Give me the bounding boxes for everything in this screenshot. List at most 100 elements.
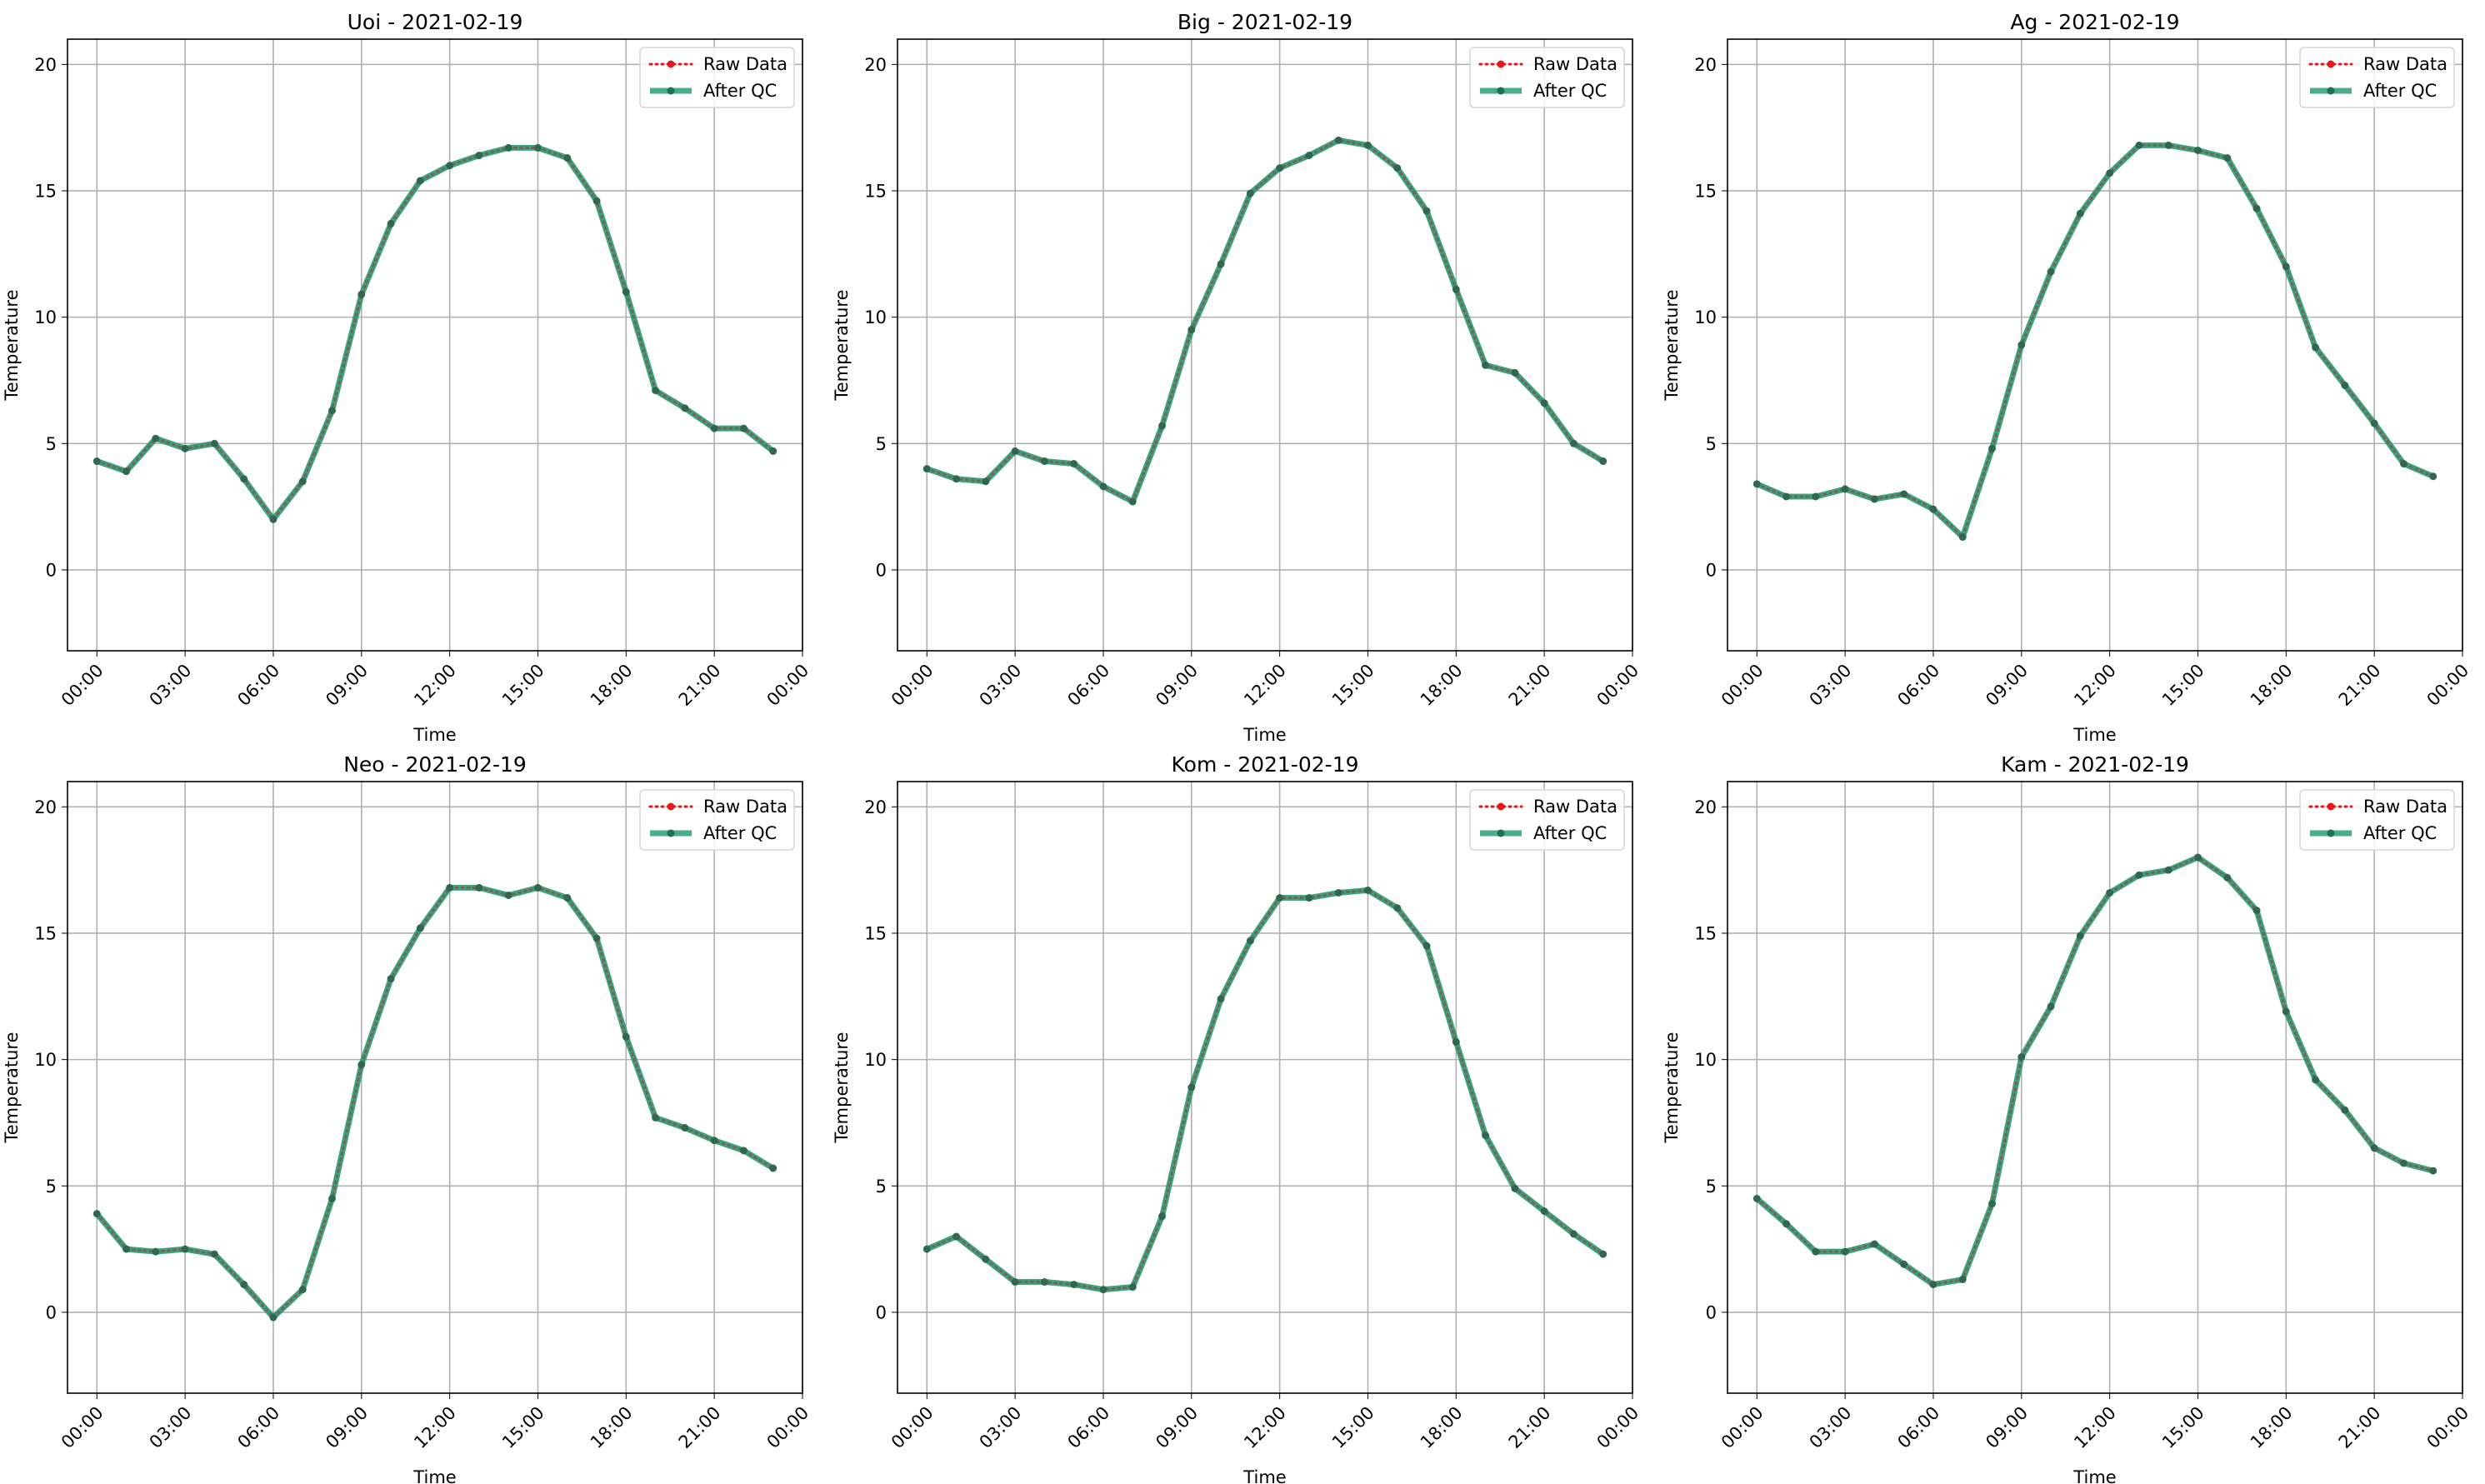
x-tick-label: 00:00	[1718, 1402, 1768, 1452]
after-qc-point	[1599, 457, 1608, 466]
legend-marker-after-qc	[667, 829, 675, 837]
after-qc-point	[1958, 1276, 1967, 1284]
x-tick-label: 12:00	[410, 1402, 460, 1452]
after-qc-point	[2282, 1007, 2290, 1016]
series-line-after-qc-overlay	[96, 145, 775, 522]
x-tick-label: 00:00	[888, 1402, 938, 1452]
after-qc-point	[1040, 1278, 1048, 1287]
after-qc-point	[710, 424, 718, 432]
x-tick-label: 21:00	[675, 660, 725, 710]
after-qc-point	[1128, 497, 1137, 506]
x-tick-label: 12:00	[410, 660, 460, 710]
after-qc-point	[2076, 209, 2084, 217]
y-tick-label: 10	[864, 307, 887, 327]
x-axis-label: Time	[412, 725, 456, 745]
subplot-title: Kam - 2021-02-19	[2001, 752, 2189, 777]
after-qc-point	[1870, 495, 1878, 503]
after-qc-point	[1958, 533, 1967, 542]
x-tick-label: 21:00	[2335, 1402, 2385, 1452]
after-qc-point	[681, 404, 689, 412]
after-qc-point	[2341, 382, 2349, 390]
x-tick-label: 18:00	[1417, 1402, 1467, 1452]
y-tick-label: 5	[876, 434, 887, 454]
legend-label-raw-data: Raw Data	[703, 54, 788, 74]
after-qc-point	[652, 387, 660, 395]
after-qc-point	[387, 975, 395, 983]
after-qc-point	[328, 1194, 337, 1202]
legend: Raw Data After QC	[1469, 47, 1625, 108]
legend-label-after-qc: After QC	[703, 823, 777, 843]
series-line-after-qc-overlay	[926, 137, 1605, 505]
after-qc-point	[533, 143, 542, 152]
after-qc-point	[269, 515, 278, 523]
after-qc-point	[1929, 1281, 1938, 1289]
after-qc-point	[298, 1286, 307, 1294]
y-tick-label: 20	[34, 797, 57, 817]
plot-frame	[67, 781, 803, 1394]
y-tick-label: 20	[1694, 55, 1717, 75]
after-qc-point	[475, 883, 483, 892]
after-qc-point	[328, 407, 337, 415]
subplot: 00:00 03:00 06:00 09:00 12:00 15:00 18:00 21:00…	[2, 752, 812, 1484]
legend-marker-raw-data	[667, 60, 675, 68]
x-tick-label: 18:00	[587, 660, 637, 710]
y-tick-label: 5	[876, 1177, 887, 1197]
after-qc-point	[739, 424, 748, 432]
plot-frame	[67, 38, 803, 652]
subplot-title: Kom - 2021-02-19	[1172, 752, 1359, 777]
after-qc-point	[446, 883, 454, 892]
x-axis-label: Time	[412, 1467, 456, 1484]
y-tick-label: 0	[46, 1302, 57, 1322]
after-qc-point	[1363, 141, 1372, 149]
after-qc-point	[1599, 1250, 1608, 1258]
y-tick-label: 10	[1694, 1050, 1717, 1070]
y-tick-label: 20	[864, 55, 887, 75]
after-qc-point	[1841, 1247, 1849, 1256]
x-tick-label: 09:00	[1982, 660, 2032, 710]
after-qc-point	[210, 1250, 218, 1258]
after-qc-point	[1040, 457, 1048, 466]
subplot-title: Uoi - 2021-02-19	[348, 10, 523, 34]
after-qc-point	[1870, 1240, 1878, 1248]
after-qc-point	[2341, 1106, 2349, 1114]
after-qc-point	[1752, 1194, 1761, 1202]
x-tick-label: 03:00	[146, 1402, 196, 1452]
y-tick-label: 5	[46, 434, 57, 454]
x-tick-label: 06:00	[233, 1402, 283, 1452]
legend-label-raw-data: Raw Data	[1533, 797, 1618, 817]
after-qc-point	[269, 1313, 278, 1322]
after-qc-point	[922, 1245, 931, 1253]
x-tick-label: 00:00	[763, 1402, 813, 1452]
after-qc-point	[982, 477, 990, 486]
after-qc-point	[181, 1245, 189, 1253]
after-qc-point	[1246, 189, 1254, 197]
after-qc-point	[475, 152, 483, 160]
after-qc-point	[1540, 399, 1548, 407]
after-qc-point	[592, 197, 601, 205]
after-qc-point	[2135, 141, 2143, 149]
x-tick-label: 15:00	[498, 660, 548, 710]
legend-marker-after-qc	[667, 87, 675, 95]
after-qc-point	[2429, 472, 2438, 481]
x-tick-label: 09:00	[322, 660, 372, 710]
x-tick-label: 12:00	[2070, 660, 2120, 710]
after-qc-point	[416, 924, 424, 932]
x-tick-label: 03:00	[146, 660, 196, 710]
x-tick-label: 18:00	[2247, 660, 2297, 710]
y-tick-label: 0	[1706, 1302, 1717, 1322]
after-qc-point	[504, 891, 512, 899]
x-tick-label: 06:00	[1063, 660, 1113, 710]
after-qc-point	[2223, 154, 2232, 162]
legend-label-raw-data: Raw Data	[703, 797, 788, 817]
after-qc-point	[563, 894, 572, 902]
after-qc-point	[2223, 873, 2232, 882]
plot-frame	[897, 38, 1633, 652]
legend-marker-after-qc	[2327, 829, 2335, 837]
subplot: 00:00 03:00 06:00 09:00 12:00 15:00 18:00 21:00…	[2, 10, 812, 745]
after-qc-point	[2193, 146, 2202, 154]
x-tick-label: 03:00	[976, 1402, 1026, 1452]
y-tick-label: 15	[1694, 923, 1717, 943]
after-qc-point	[2370, 1144, 2378, 1152]
x-tick-label: 18:00	[2247, 1402, 2297, 1452]
subplot: 00:00 03:00 06:00 09:00 12:00 15:00 18:00 21:00…	[832, 10, 1642, 745]
